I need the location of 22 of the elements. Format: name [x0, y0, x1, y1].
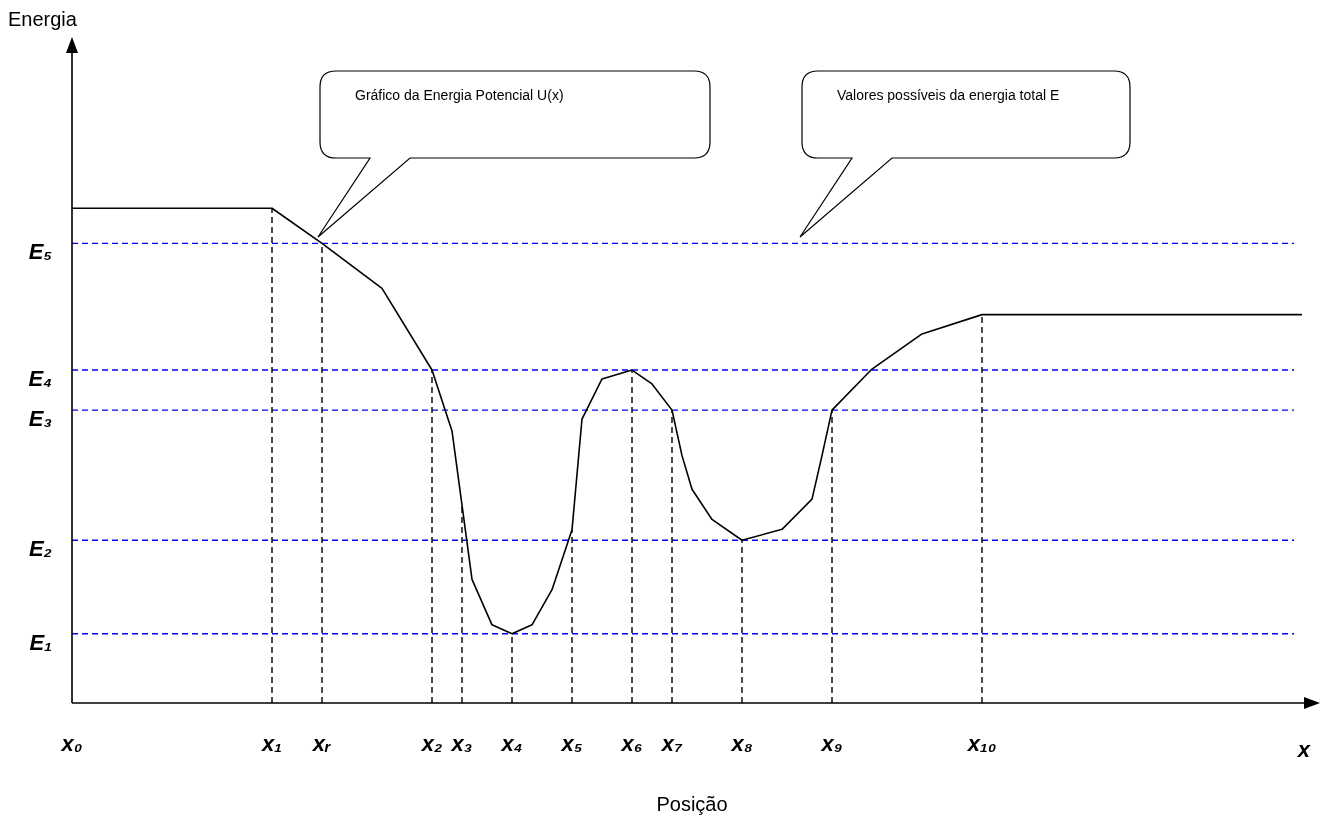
x-axis-title: Posição: [656, 792, 728, 815]
x-tick-label: x₁₀: [966, 731, 997, 757]
x-tick-label: x₁: [261, 731, 282, 757]
text: Gráfico da Energia Potencial U(x): [355, 86, 565, 105]
ref-line-label: E₄: [28, 366, 52, 392]
ref-line-label: E₁: [29, 629, 52, 655]
text: Valores possíveis da energia total E: [837, 86, 1061, 105]
x-tick-label: x₄: [500, 731, 523, 757]
text: Energia: [8, 8, 77, 31]
x-tick-label: x₇: [660, 731, 684, 757]
text: x: [1297, 737, 1310, 763]
ref-line-label: E₅: [28, 239, 53, 265]
x-tick-label: x₅: [560, 731, 583, 757]
x-tick-label: x₈: [730, 731, 753, 757]
x-tick-label: x₉: [820, 731, 843, 757]
ref-line-label: E₂: [28, 536, 52, 562]
x-tick-label: x₀: [60, 731, 83, 757]
x-tick-label: x₃: [450, 731, 473, 757]
ref-line-label: E₃: [28, 406, 52, 432]
x-tick-label: x₂: [420, 731, 443, 757]
x-tick-label: xᵣ: [311, 731, 332, 757]
x-tick-label: x₆: [620, 731, 643, 757]
